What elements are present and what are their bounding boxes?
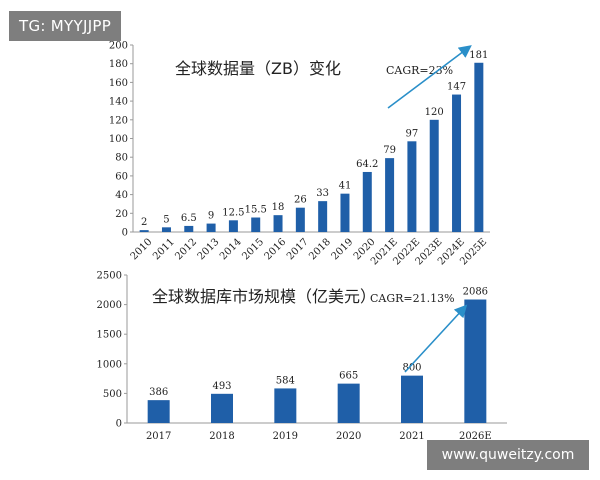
y-tick-label: 180 xyxy=(109,59,128,70)
cagr-annotation: CAGR=21.13% xyxy=(370,292,455,305)
x-tick-label: 2011 xyxy=(151,237,177,263)
x-tick-label: 2015 xyxy=(240,237,266,263)
y-tick-label: 100 xyxy=(109,134,128,145)
bar xyxy=(211,393,233,423)
y-tick-label: 40 xyxy=(115,190,128,201)
bar xyxy=(273,215,283,232)
value-label: 9 xyxy=(208,211,214,222)
y-tick-label: 2000 xyxy=(97,300,122,311)
value-label: 79 xyxy=(383,145,396,156)
value-label: 120 xyxy=(425,107,444,118)
growth-arrow xyxy=(387,45,472,109)
x-tick-label: 2018 xyxy=(209,431,234,442)
watermark-top-left: TG: MYYJJPP xyxy=(9,11,122,41)
bar xyxy=(318,201,328,232)
global-data-volume-chart: 0 20 40 60 80 100 120 140 160 180 200 2 2010 5 2011 6.5… xyxy=(109,41,490,268)
value-label: 800 xyxy=(402,363,421,374)
value-label: 2086 xyxy=(463,287,488,298)
bar xyxy=(184,225,194,232)
x-tick-label: 2026E xyxy=(459,431,492,442)
x-tick-label: 2020 xyxy=(336,431,361,442)
y-tick-label: 80 xyxy=(115,153,128,164)
value-label: 41 xyxy=(339,181,352,192)
x-tick-label: 2016 xyxy=(263,237,289,263)
x-tick-label: 2019 xyxy=(330,237,356,263)
x-tick-label: 2021 xyxy=(399,431,424,442)
chart-title: 全球数据库市场规模（亿美元） xyxy=(152,287,376,306)
value-label: 147 xyxy=(447,82,466,93)
value-label: 181 xyxy=(469,50,488,61)
value-label: 64.2 xyxy=(356,159,378,170)
y-tick-label: 2500 xyxy=(97,271,122,282)
bar xyxy=(251,217,261,232)
value-label: 665 xyxy=(339,371,358,382)
y-tick-label: 140 xyxy=(109,97,128,108)
x-tick-label: 2014 xyxy=(218,237,244,263)
watermark-bottom-right: www.quweitzy.com xyxy=(427,440,589,470)
x-tick-label: 2013 xyxy=(196,237,222,263)
bar xyxy=(206,223,216,232)
y-tick-label: 0 xyxy=(116,419,122,430)
bar xyxy=(139,230,149,232)
bar xyxy=(401,375,423,423)
y-tick-label: 160 xyxy=(109,78,128,89)
value-label: 2 xyxy=(141,217,147,228)
y-tick-label: 120 xyxy=(109,115,128,126)
bar xyxy=(337,383,360,423)
bar xyxy=(161,227,171,232)
value-label: 12.5 xyxy=(222,207,244,218)
bar xyxy=(385,158,395,232)
value-label: 6.5 xyxy=(181,213,197,224)
value-label: 33 xyxy=(316,188,329,199)
y-tick-label: 500 xyxy=(103,389,122,400)
value-label: 5 xyxy=(163,214,169,225)
value-label: 26 xyxy=(294,195,307,206)
value-label: 386 xyxy=(149,387,168,398)
value-label: 493 xyxy=(212,381,231,392)
bar xyxy=(474,62,484,232)
bar xyxy=(274,388,297,423)
chart-title: 全球数据量（ZB）变化 xyxy=(175,59,341,78)
x-tick-label: 2012 xyxy=(173,237,199,263)
x-tick-label: 2017 xyxy=(146,431,171,442)
bar xyxy=(147,400,170,423)
cagr-annotation: CAGR=23% xyxy=(386,64,453,77)
growth-arrow xyxy=(404,304,468,373)
bar xyxy=(340,193,350,232)
bar xyxy=(452,94,462,233)
y-tick-label: 1500 xyxy=(97,330,122,341)
x-tick-label: 2019 xyxy=(273,431,298,442)
bar xyxy=(464,299,487,423)
bar xyxy=(429,119,439,232)
value-label: 18 xyxy=(272,202,285,213)
y-tick-label: 1000 xyxy=(97,359,122,370)
y-tick-label: 60 xyxy=(115,171,128,182)
value-label: 15.5 xyxy=(245,205,267,216)
bar xyxy=(362,171,372,232)
value-label: 584 xyxy=(276,375,295,386)
x-tick-label: 2017 xyxy=(285,237,311,263)
bar xyxy=(295,207,305,232)
y-tick-label: 200 xyxy=(109,41,128,52)
y-tick-label: 20 xyxy=(115,209,128,220)
value-label: 97 xyxy=(406,128,419,139)
bar xyxy=(407,141,417,232)
database-market-size-chart: 0 500 1000 1500 2000 2500 386 2017 493 2018 584 201… xyxy=(97,271,507,442)
x-tick-label: 2018 xyxy=(307,237,333,263)
x-tick-label: 2010 xyxy=(129,237,155,263)
y-tick-label: 0 xyxy=(122,228,128,239)
bar xyxy=(228,220,238,232)
